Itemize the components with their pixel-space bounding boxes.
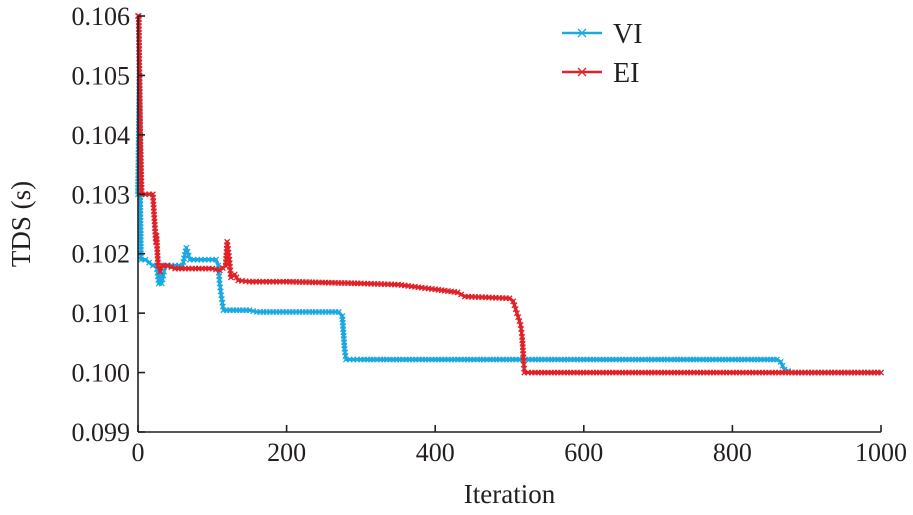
- series-vi-marker: [183, 244, 190, 251]
- legend-label-vi: VI: [613, 19, 643, 50]
- series-ei-marker: [233, 274, 240, 281]
- y-tick-label: 0.100: [72, 359, 131, 388]
- series-vi-marker: [212, 256, 220, 263]
- series-vi: [134, 72, 885, 376]
- series-ei-marker: [458, 291, 465, 298]
- x-tick-label: 200: [267, 438, 306, 467]
- series-ei-marker: [164, 262, 171, 269]
- series-vi-line: [136, 73, 881, 375]
- series-ei-marker: [877, 369, 885, 376]
- y-tick-label: 0.101: [72, 299, 131, 328]
- series-ei-marker: [158, 262, 165, 269]
- series-vi-marker: [185, 252, 192, 259]
- y-axis-title: TDS (s): [6, 181, 36, 267]
- y-tick-label: 0.099: [72, 418, 131, 447]
- series-ei-marker: [511, 302, 518, 309]
- y-tick-label: 0.103: [72, 180, 131, 209]
- legend-item-ei: EI: [562, 58, 639, 89]
- x-ticks: 0 200 400 600 800 1000: [132, 425, 907, 467]
- series-vi-marker: [773, 356, 781, 363]
- legend-item-vi: VI: [562, 19, 643, 50]
- series-ei-marker: [231, 271, 238, 278]
- x-tick-label: 600: [564, 438, 603, 467]
- axes: [137, 16, 881, 433]
- x-tick-label: 400: [416, 438, 455, 467]
- series-vi-marker: [779, 362, 786, 369]
- series-ei-marker: [515, 314, 522, 321]
- series-vi-marker: [184, 248, 191, 255]
- legend-label-ei: EI: [613, 58, 639, 89]
- x-axis-title: Iteration: [464, 479, 556, 509]
- series-ei-marker: [510, 298, 517, 305]
- y-tick-label: 0.105: [72, 61, 131, 90]
- series-ei-marker: [454, 289, 461, 296]
- legend: VI EI: [562, 19, 643, 89]
- legend-marker-ei: [577, 67, 587, 77]
- series-ei: [134, 12, 885, 376]
- series-ei-line: [137, 14, 881, 375]
- series-ei-markers: [134, 12, 885, 376]
- y-tick-label: 0.106: [72, 2, 131, 31]
- plot-lines: [134, 12, 885, 376]
- legend-marker-vi: [577, 28, 587, 38]
- x-tick-label: 800: [713, 438, 752, 467]
- series-ei-marker: [513, 310, 520, 317]
- y-ticks: 0.099 0.100 0.101 0.102 0.103 0.104 0.105 0.106: [72, 2, 145, 447]
- series-ei-marker: [168, 264, 175, 271]
- y-tick-label: 0.104: [72, 121, 131, 150]
- x-tick-label: 0: [132, 438, 145, 467]
- series-ei-marker: [157, 268, 164, 275]
- series-vi-marker: [777, 358, 784, 365]
- y-tick-label: 0.102: [72, 240, 131, 269]
- x-tick-label: 1000: [855, 438, 907, 467]
- series-vi-markers: [134, 72, 885, 376]
- series-vi-marker: [137, 256, 145, 263]
